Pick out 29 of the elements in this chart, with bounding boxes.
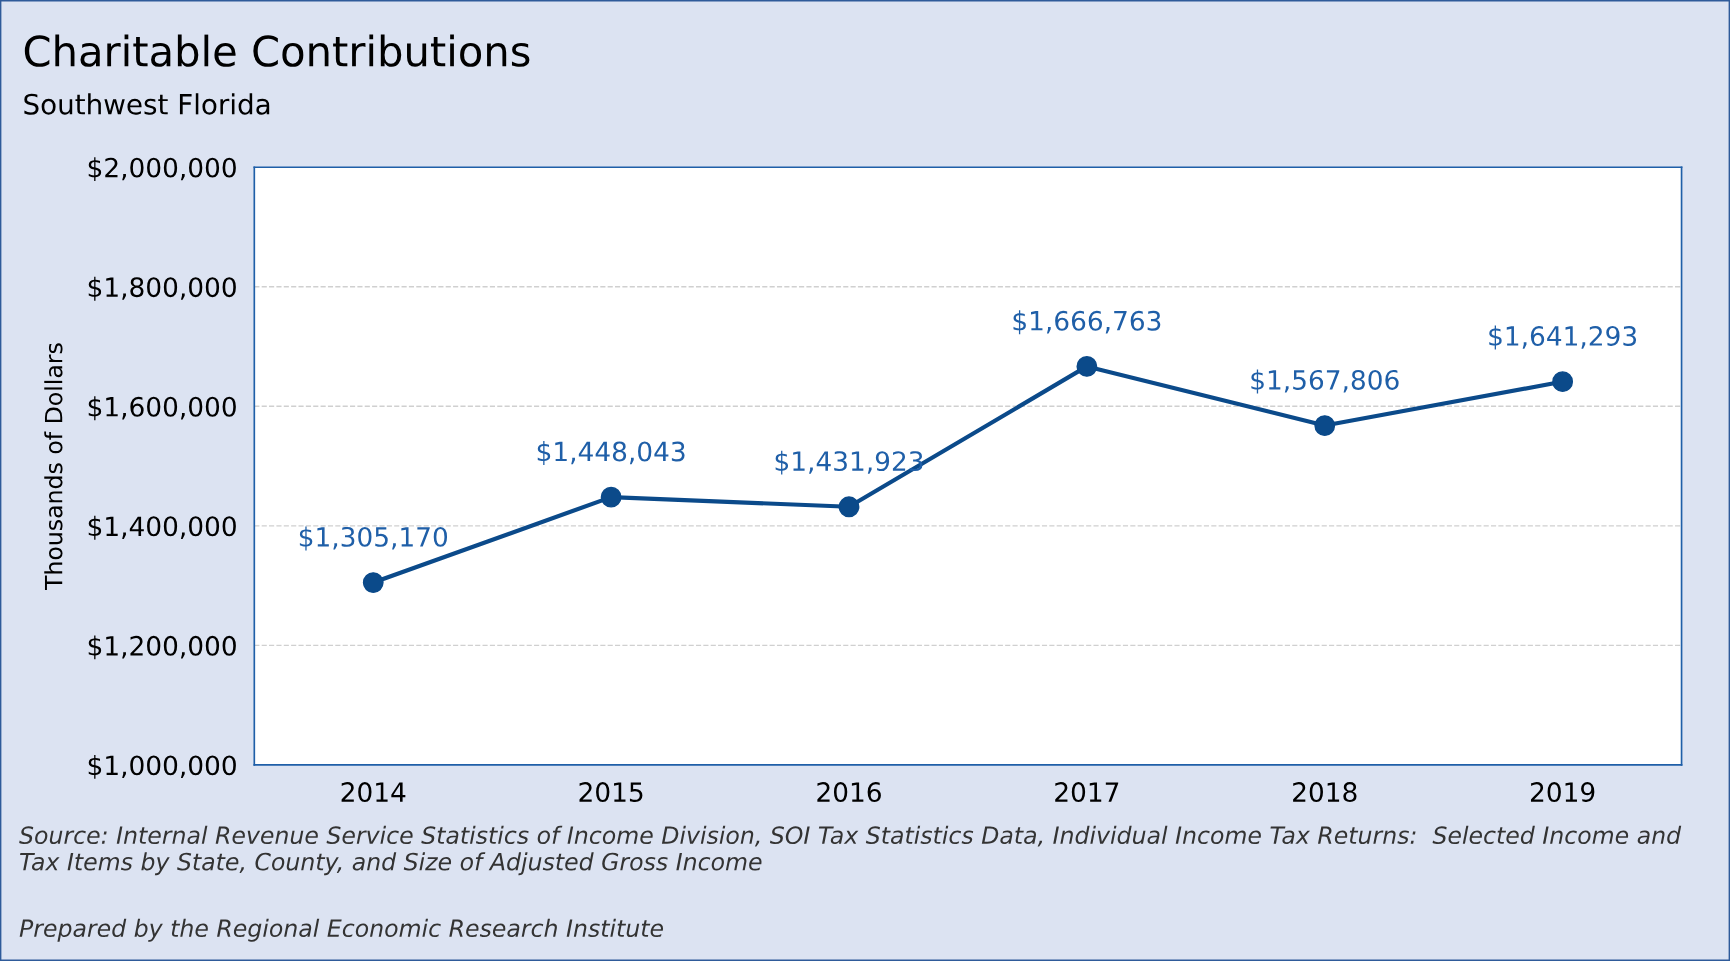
data-label: $1,431,923 <box>775 450 923 475</box>
point <box>600 486 622 508</box>
x-tick-label: 2019 <box>1530 782 1595 803</box>
x-tick-label: 2015 <box>579 782 643 803</box>
y-tick-label: $1,800,000 <box>88 276 236 301</box>
data-label: $1,641,293 <box>1489 325 1637 350</box>
point <box>1552 371 1574 393</box>
y-tick-label: $1,600,000 <box>88 396 236 421</box>
x-tick-label: 2017 <box>1055 782 1119 803</box>
x-tick-label: 2014 <box>341 782 406 803</box>
text: Prepared by the Regional Economic Research Institute <box>19 918 664 942</box>
point <box>838 496 860 518</box>
point <box>1076 355 1098 377</box>
chart-subtitle: Southwest Florida <box>24 93 270 115</box>
x-tick-label: 2016 <box>817 782 881 803</box>
y-tick-label: $2,000,000 <box>88 157 236 182</box>
y-tick-label: $1,400,000 <box>88 515 236 540</box>
y-axis-title: Thousands of Dollars <box>44 343 63 591</box>
point <box>1314 415 1336 436</box>
y-tick-label: $1,200,000 <box>88 635 236 660</box>
data-label: $1,666,763 <box>1013 310 1161 335</box>
chart-title: Charitable Contributions <box>24 34 530 67</box>
y-tick-label: $1,000,000 <box>88 754 236 779</box>
data-label: $1,567,806 <box>1251 369 1399 394</box>
source-note: Source: Internal Revenue Service Statistics of Income Division, SOI Tax Statistics Data, Individual Income Tax Returns: Selected Income and Tax Items by State, County, and Size of Adjusted Gross Income <box>19 825 1682 876</box>
point <box>362 572 384 593</box>
x-tick-label: 2018 <box>1293 782 1357 803</box>
data-label: $1,305,170 <box>299 526 448 551</box>
data-label: $1,448,043 <box>537 441 685 465</box>
